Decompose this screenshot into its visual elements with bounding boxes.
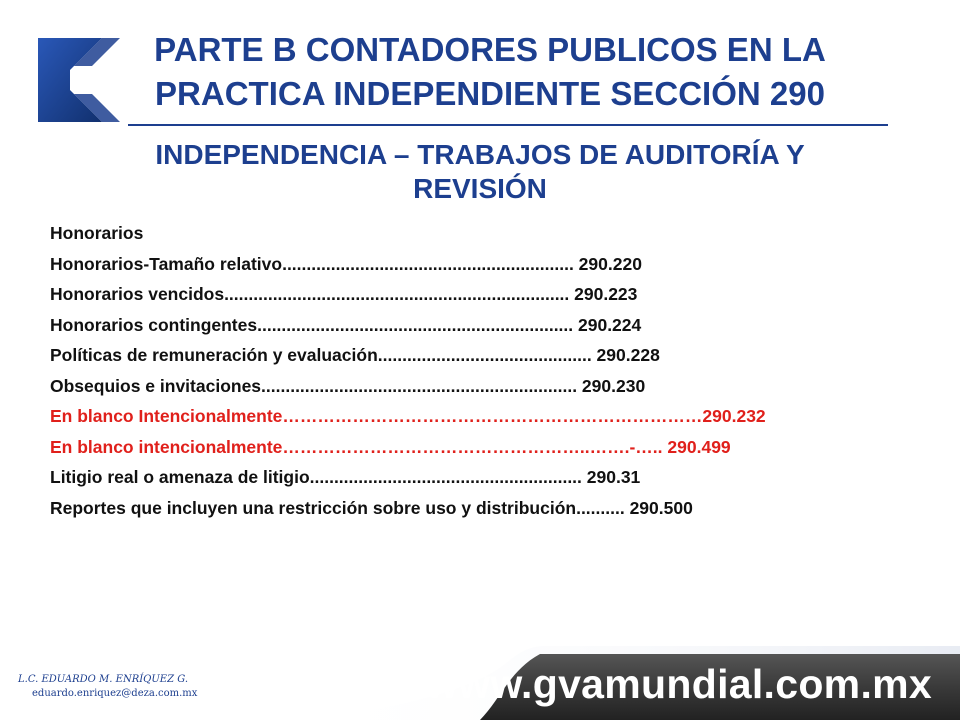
toc-item: Reportes que incluyen una restricción so… <box>50 497 693 518</box>
title-line-1: PARTE B CONTADORES PUBLICOS EN LA <box>154 31 826 68</box>
subtitle-line-1: INDEPENDENCIA – TRABAJOS DE AUDITORÍA Y <box>155 139 805 170</box>
page-subtitle: INDEPENDENCIA – TRABAJOS DE AUDITORÍA Y … <box>80 138 880 206</box>
toc-item: Obsequios e invitaciones................… <box>50 375 646 396</box>
page-title: PARTE B CONTADORES PUBLICOS EN LA PRACTI… <box>120 28 860 116</box>
toc-item-blank: En blanco Intencionalmente……………………………………… <box>50 406 766 426</box>
toc-item: Honorarios vencidos.....................… <box>50 284 638 304</box>
section-index: Honorarios Honorarios-Tamaño relativo...… <box>50 218 930 523</box>
toc-heading: Honorarios <box>50 223 144 243</box>
author-name: L.C. EDUARDO M. ENRÍQUEZ G. <box>18 674 189 685</box>
toc-item: Honorarios contingentes.................… <box>50 314 642 335</box>
toc-item: Políticas de remuneración y evaluación..… <box>50 345 660 365</box>
brand-logo-icon <box>38 38 120 122</box>
footer-banner <box>300 646 960 720</box>
title-divider <box>128 124 888 126</box>
subtitle-line-2: REVISIÓN <box>413 173 547 204</box>
toc-item-blank: En blanco intencionalmente……………………………………… <box>50 436 731 457</box>
toc-item: Honorarios-Tamaño relativo..............… <box>50 253 642 274</box>
author-email[interactable]: eduardo.enriquez@deza.com.mx <box>32 688 198 699</box>
website-url[interactable]: www.gvamundial.com.mx <box>425 661 932 707</box>
toc-item: Litigio real o amenaza de litigio.......… <box>50 467 641 487</box>
title-line-2: PRACTICA INDEPENDIENTE SECCIÓN 290 <box>155 75 825 112</box>
